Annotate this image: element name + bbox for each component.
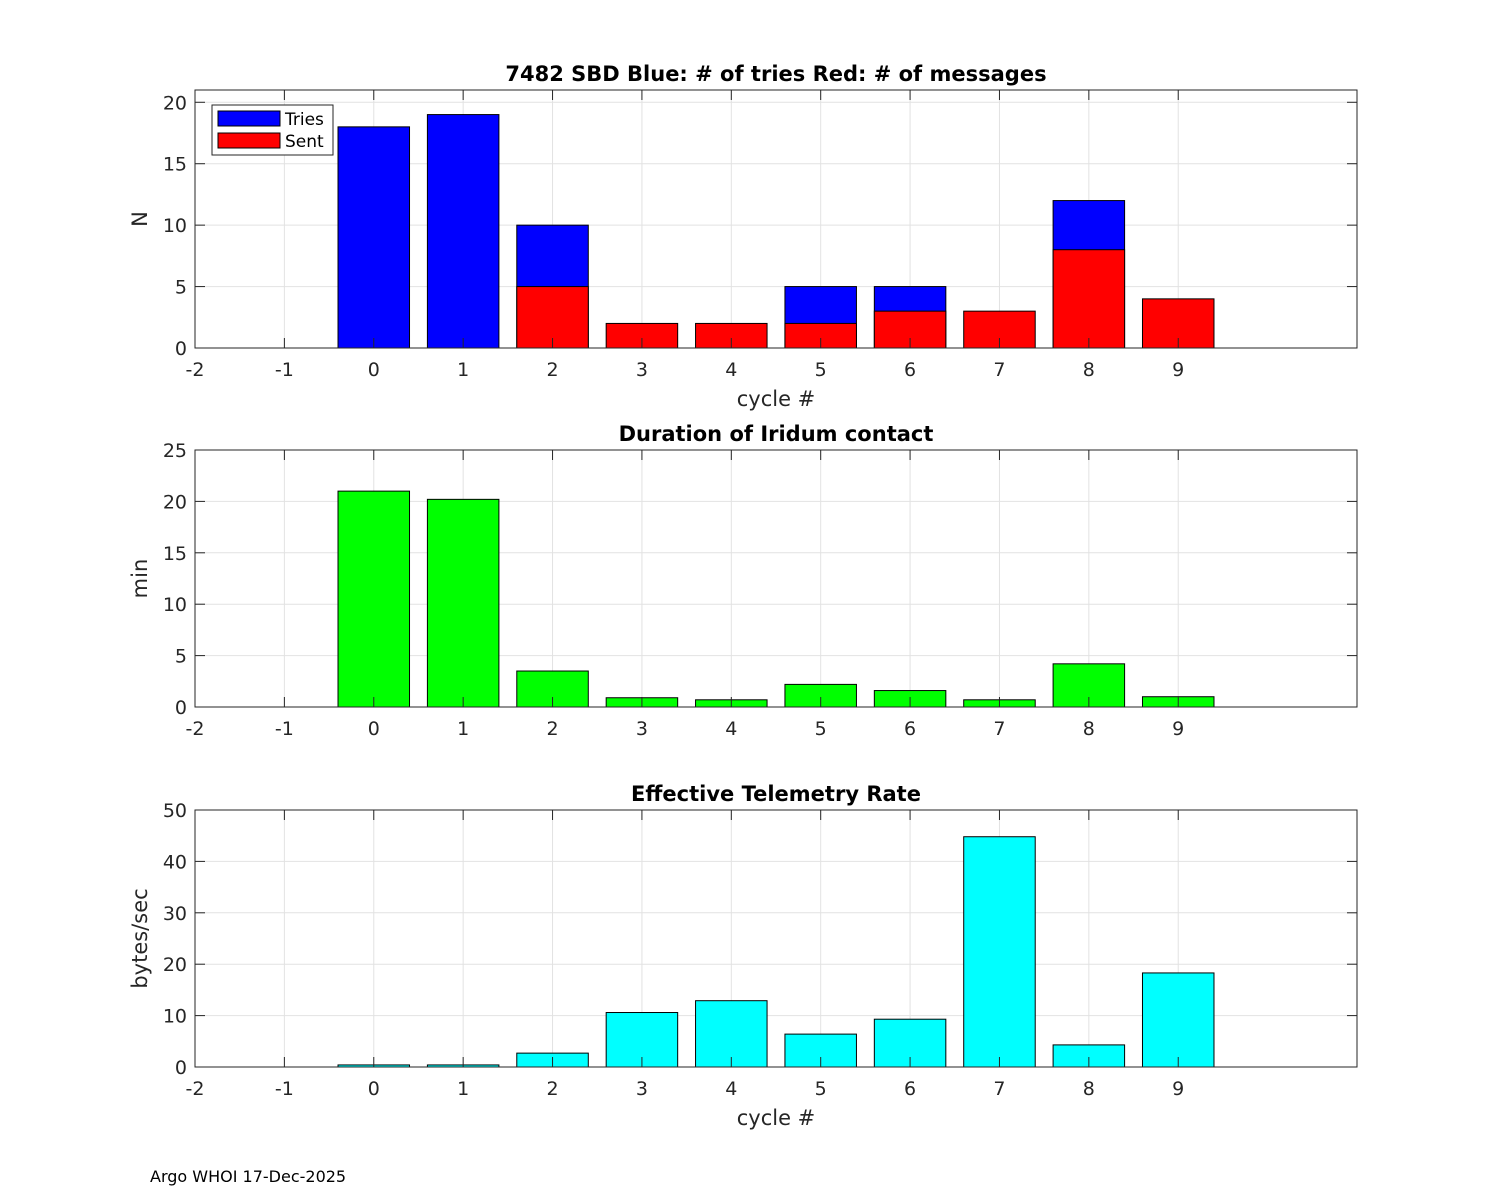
panel3-title: Effective Telemetry Rate [631,782,921,806]
panel1-ytick-label: 10 [163,215,187,237]
panel1-bar-tries-0 [337,126,411,349]
panel2-bar-value-0 [337,490,411,708]
panel1-bar-tries-1 [426,114,500,349]
panel3-xtick-label: 2 [546,1078,558,1100]
panel2-ytick-label: 15 [163,543,187,565]
panel1-xlabel: cycle # [737,387,816,411]
panel1-bar-sent-9 [1141,298,1215,349]
panel3-ytick-label: 20 [163,954,187,976]
panel1-xtick-label: 3 [636,359,648,381]
panel1-ytick-label: 0 [175,338,187,360]
panel3-bar-value-4 [695,1000,768,1068]
panel2-xtick-label: -1 [275,718,294,740]
panel3-xtick-label: 0 [368,1078,380,1100]
panel3-xtick-label: 1 [457,1078,469,1100]
panel3-ytick-label: 40 [163,851,187,873]
panel3-xtick-label: 7 [993,1078,1005,1100]
panel2-xtick-label: -2 [186,718,205,740]
panel1-legend-swatch-tries [217,110,281,127]
panel3-xtick-label: 4 [725,1078,737,1100]
panel3-xtick-label: 3 [636,1078,648,1100]
panel1-legend-swatch-sent [217,132,281,149]
panel2-ytick-label: 20 [163,491,187,513]
panel1-axes-box [194,89,1358,349]
panel3-bar-value-9 [1141,972,1215,1068]
panel1-title: 7482 SBD Blue: # of tries Red: # of mess… [505,62,1046,86]
panel2-xtick-label: 1 [457,718,469,740]
panel3-ytick-label: 50 [163,800,187,822]
panel2-bar-value-1 [426,498,500,708]
panel1-ytick-label: 15 [163,154,187,176]
panel3-ylabel: bytes/sec [128,888,152,988]
panel2-xtick-label: 5 [815,718,827,740]
panel1-xtick-label: 7 [993,359,1005,381]
panel2-title: Duration of Iridum contact [619,422,934,446]
panel2-ytick-label: 25 [163,440,187,462]
panel3-xtick-label: -1 [275,1078,294,1100]
panel3-xtick-label: 5 [815,1078,827,1100]
panel2-axes-box [194,449,1358,708]
panel3-xtick-label: -2 [186,1078,205,1100]
panel1-ytick-label: 5 [175,277,187,299]
panel1-xtick-label: 2 [546,359,558,381]
panel3-ytick-label: 30 [163,903,187,925]
panel1-xtick-label: 9 [1172,359,1184,381]
panel3-xlabel: cycle # [737,1106,816,1130]
panel1-xtick-label: 8 [1083,359,1095,381]
panel1-xtick-label: -1 [275,359,294,381]
panel2-xtick-label: 7 [993,718,1005,740]
panel1-xtick-label: 4 [725,359,737,381]
panel1-xtick-label: 6 [904,359,916,381]
panel2-ytick-label: 10 [163,594,187,616]
panel2-xtick-label: 9 [1172,718,1184,740]
panel1-legend-label-tries: Tries [284,110,324,130]
panel2-xtick-label: 2 [546,718,558,740]
panel1-legend-label-sent: Sent [285,132,324,152]
panel3-ytick-label: 0 [175,1057,187,1079]
panel1-ytick-label: 20 [163,92,187,114]
panel3-bar-value-7 [963,836,1036,1068]
panel1-xtick-label: 0 [368,359,380,381]
panel1-bar-sent-2 [516,286,589,349]
panel2-ylabel: min [128,559,152,599]
footer-label: Argo WHOI 17-Dec-2025 [150,1167,347,1186]
panel3-xtick-label: 8 [1083,1078,1095,1100]
panel1-bar-sent-8 [1052,249,1126,349]
panel2-ytick-label: 0 [175,697,187,719]
panel3-axes-box [194,809,1358,1068]
panel1-ylabel: N [128,211,152,227]
panel3-xtick-label: 6 [904,1078,916,1100]
panel3-ytick-label: 10 [163,1006,187,1028]
panel3-xtick-label: 9 [1172,1078,1184,1100]
panel2-xtick-label: 4 [725,718,737,740]
panel1-xtick-label: -2 [186,359,205,381]
panel2-ytick-label: 5 [175,646,187,668]
panel1-xtick-label: 5 [815,359,827,381]
panel2-xtick-label: 3 [636,718,648,740]
panel2-xtick-label: 8 [1083,718,1095,740]
panel1-xtick-label: 1 [457,359,469,381]
panel2-xtick-label: 6 [904,718,916,740]
panel2-xtick-label: 0 [368,718,380,740]
